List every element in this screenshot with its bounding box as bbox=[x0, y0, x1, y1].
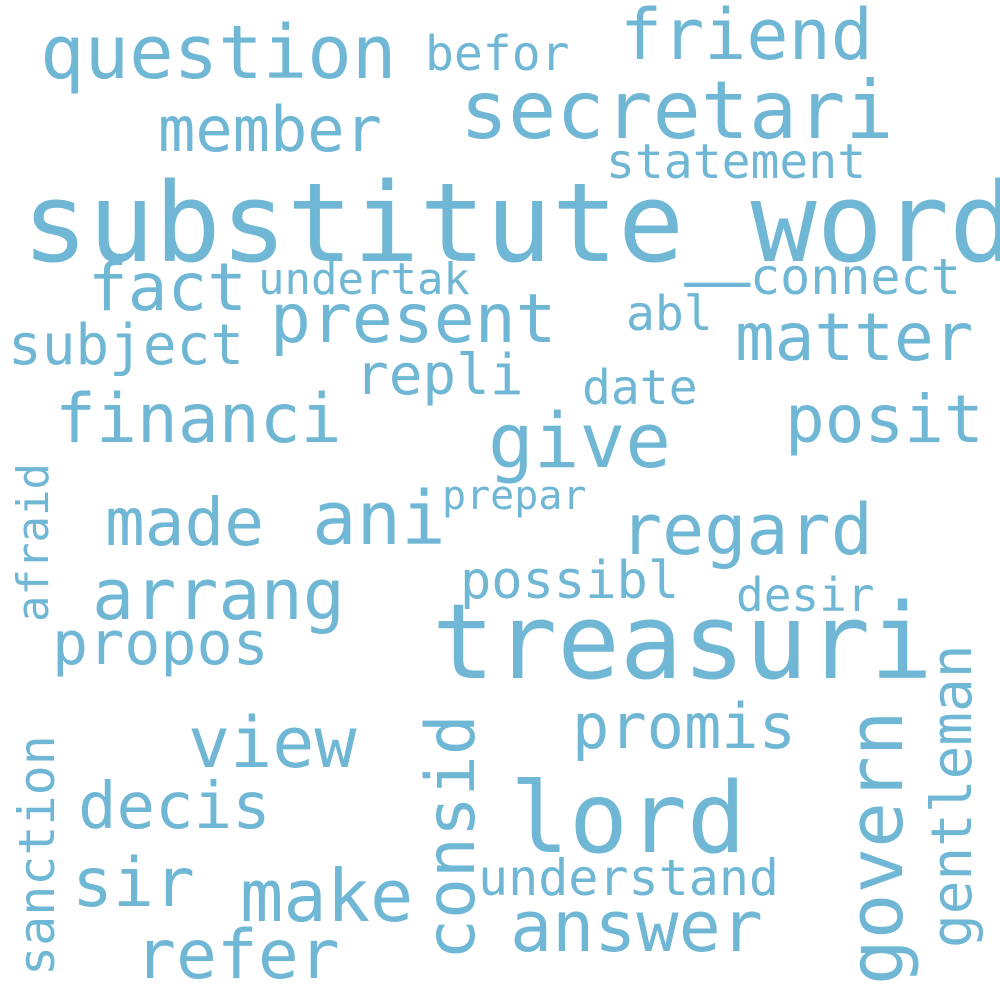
word-repli: repli bbox=[355, 343, 524, 408]
word-lord: lord bbox=[510, 762, 747, 876]
word-statement: statement bbox=[606, 134, 867, 190]
word-afraid: afraid bbox=[8, 463, 59, 622]
word-promis: promis bbox=[572, 690, 796, 763]
word-posit: posit bbox=[785, 381, 984, 458]
word-matter: matter bbox=[735, 299, 974, 376]
word-financi: financi bbox=[55, 380, 342, 459]
word-date: date bbox=[582, 360, 698, 416]
word-secretari: secretari bbox=[460, 64, 894, 157]
word-sanction: sanction bbox=[8, 735, 66, 976]
word-consid: consid bbox=[412, 714, 491, 960]
word-treasuri: treasuri bbox=[432, 581, 933, 703]
word-refer: refer bbox=[135, 916, 340, 995]
word-arrang: arrang bbox=[92, 554, 345, 636]
word-question: question bbox=[40, 10, 397, 96]
word-give: give bbox=[488, 396, 672, 485]
word-understand: understand bbox=[478, 849, 780, 907]
word-undertak: undertak bbox=[258, 254, 470, 305]
word-friend: friend bbox=[620, 0, 873, 76]
word-substitute-word: substitute_word bbox=[22, 159, 1000, 287]
word-befor: befor bbox=[425, 26, 570, 82]
word-possibl: possibl bbox=[460, 551, 680, 611]
word-abl: abl bbox=[626, 286, 713, 342]
word-made: made bbox=[105, 484, 264, 561]
word-fact: fact bbox=[88, 249, 247, 326]
word-desir: desir bbox=[736, 568, 875, 622]
word-view: view bbox=[188, 702, 357, 784]
word-decis: decis bbox=[78, 770, 271, 844]
word-regard: regard bbox=[620, 489, 873, 571]
word-connect: connect bbox=[750, 248, 961, 306]
word-sir: sir bbox=[72, 844, 195, 923]
word-propos: propos bbox=[52, 609, 269, 679]
word-gentleman: gentleman bbox=[920, 644, 985, 948]
word-prepar: prepar bbox=[442, 473, 587, 519]
word-subject: subject bbox=[8, 313, 245, 378]
word-make: make bbox=[240, 854, 414, 938]
word-answer: answer bbox=[510, 886, 763, 968]
word-govern: govern bbox=[831, 710, 920, 985]
word-present: present bbox=[270, 280, 557, 359]
word-member: member bbox=[158, 93, 382, 166]
word-ani: ani bbox=[312, 476, 446, 562]
